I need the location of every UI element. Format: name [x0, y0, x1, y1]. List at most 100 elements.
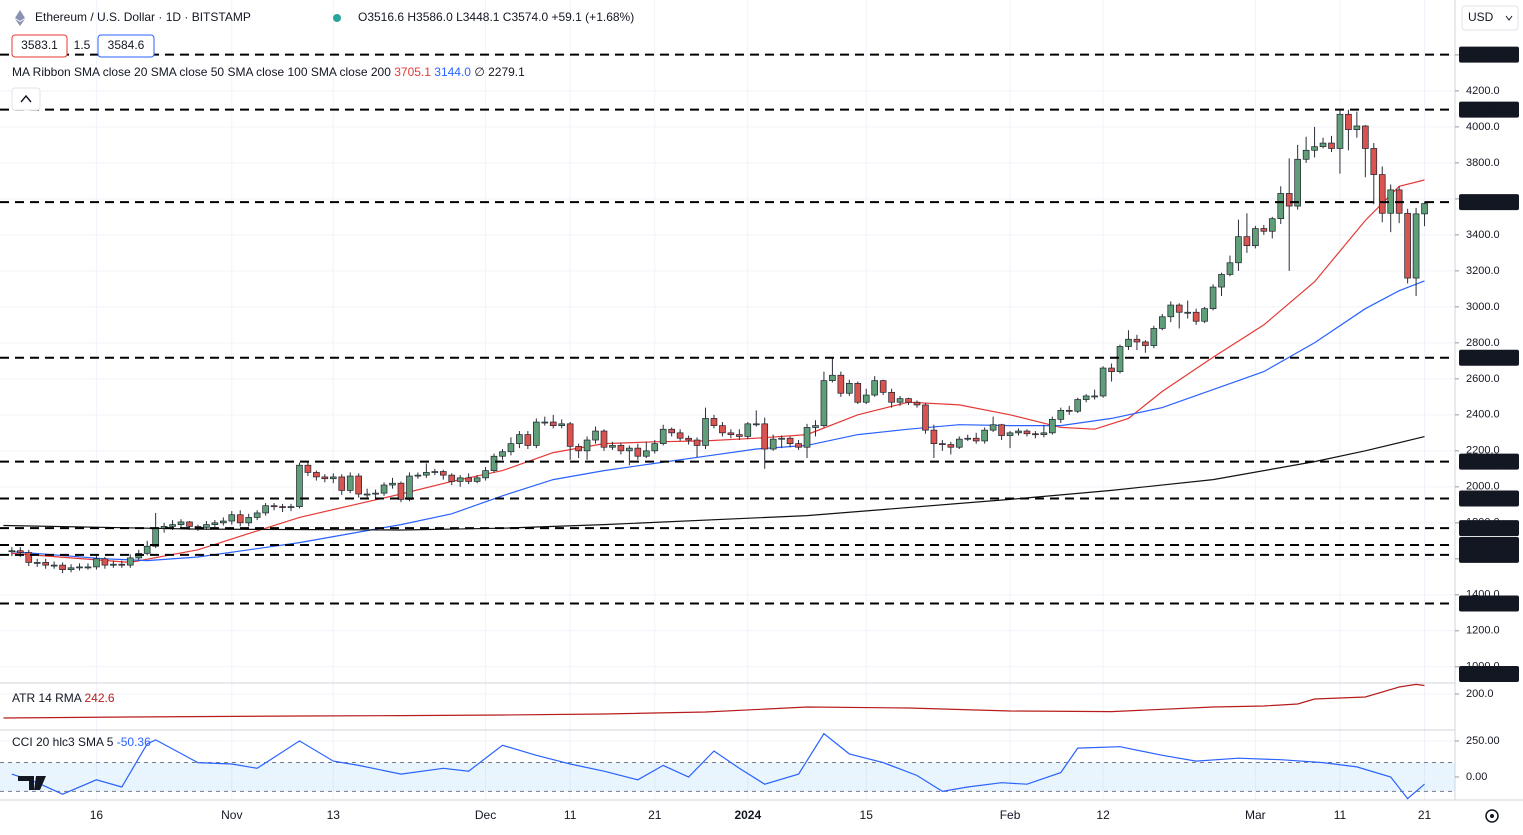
- candle-body: [575, 445, 582, 452]
- candle-body: [600, 430, 608, 448]
- candle-body: [1057, 409, 1065, 420]
- candle-body: [499, 451, 506, 457]
- candle-body: [152, 527, 159, 547]
- candle-body: [524, 434, 532, 446]
- candle-body: [617, 445, 625, 452]
- candle-body: [1023, 430, 1031, 435]
- candle-body: [1082, 395, 1090, 400]
- candle-body: [456, 477, 464, 482]
- candle-body: [1074, 399, 1082, 412]
- sma20-readout: 3705.1: [394, 65, 431, 79]
- candle-body: [1328, 142, 1335, 149]
- candle-body: [1378, 174, 1386, 214]
- candle-body: [126, 557, 134, 566]
- y-tick-label: 200.0: [1466, 688, 1494, 700]
- candle-body: [1243, 236, 1251, 247]
- y-tick-label: 2400.0: [1466, 409, 1500, 421]
- candle-body: [744, 423, 752, 437]
- candle-body: [1192, 311, 1200, 322]
- candle-body: [710, 418, 718, 426]
- level-label-box: [1459, 595, 1519, 612]
- candle-body: [1116, 346, 1124, 372]
- y-tick-label: 0.00: [1466, 771, 1487, 783]
- candle-body: [270, 505, 278, 508]
- candle-body: [1091, 395, 1098, 398]
- y-tick-label: 4200.0: [1466, 85, 1500, 97]
- candle-body: [101, 558, 109, 566]
- level-label-box: [1459, 520, 1519, 537]
- x-tick-label: 21: [1418, 808, 1432, 822]
- candle-body: [693, 439, 701, 446]
- candle-body: [778, 437, 785, 440]
- candle-body: [42, 562, 49, 566]
- candle-body: [1235, 236, 1242, 264]
- x-tick-label: Nov: [221, 808, 242, 822]
- candle-body: [972, 437, 980, 442]
- candle-body: [1226, 262, 1234, 275]
- candle-body: [16, 550, 24, 553]
- candle-body: [1319, 142, 1327, 148]
- cci-readout: -50.36: [117, 735, 151, 749]
- candle-body: [304, 464, 312, 473]
- indicator-line: [3, 683, 1425, 719]
- level-label: 4401.3: [1481, 49, 1515, 61]
- y-tick-label: 3200.0: [1466, 265, 1500, 277]
- settings-button[interactable]: [1485, 809, 1499, 823]
- candle-body: [220, 520, 227, 524]
- candle-body: [922, 404, 929, 431]
- bid-box[interactable]: [11, 34, 68, 58]
- candle-body: [888, 391, 895, 403]
- candle-body: [372, 492, 379, 495]
- candle-body: [871, 380, 879, 396]
- candle-body: [1184, 311, 1191, 314]
- candle-body: [110, 563, 117, 566]
- candle-body: [118, 563, 126, 566]
- collapse-button[interactable]: [11, 87, 41, 111]
- candle-body: [253, 512, 261, 518]
- level-label: 880.0: [1487, 668, 1515, 680]
- level-label-box: [1459, 46, 1519, 63]
- candle-body: [1218, 274, 1225, 288]
- candle-body: [1260, 228, 1268, 232]
- candle-body: [549, 421, 557, 426]
- candle-body: [955, 438, 963, 448]
- y-tick-label: 3000.0: [1466, 301, 1500, 313]
- candle-body: [913, 401, 921, 406]
- x-tick-label: Feb: [1000, 808, 1021, 822]
- candle-body: [896, 398, 904, 403]
- candle-body: [84, 566, 92, 569]
- candle-body: [1133, 338, 1141, 343]
- candle-body: [719, 425, 726, 434]
- candle-body: [363, 493, 371, 496]
- candle-body: [1209, 286, 1217, 310]
- x-tick-label: 21: [648, 808, 662, 822]
- candle-body: [769, 438, 777, 450]
- candle-body: [8, 550, 16, 553]
- x-tick-label: 11: [1334, 808, 1347, 822]
- level-label: 1770.2: [1481, 522, 1515, 534]
- candle-body: [1285, 193, 1293, 207]
- candle-body: [642, 450, 650, 457]
- candle-body: [634, 447, 642, 457]
- currency-select[interactable]: [1461, 5, 1519, 31]
- bid-price: 3583.1: [21, 38, 58, 52]
- candle-body: [930, 429, 938, 444]
- candle-body: [431, 471, 439, 473]
- x-tick-label: 15: [860, 808, 874, 822]
- candle-body: [1167, 304, 1175, 318]
- level-label-box: [1459, 453, 1519, 470]
- x-tick-label: 2024: [734, 808, 761, 822]
- candle-body: [67, 567, 75, 570]
- candle-body: [829, 374, 836, 381]
- candle-body: [406, 475, 413, 500]
- ask-price: 3584.6: [108, 38, 145, 52]
- candle-body: [490, 455, 498, 471]
- candle-body: [448, 474, 456, 482]
- ask-box[interactable]: [97, 34, 155, 58]
- candle-body: [1404, 212, 1411, 279]
- level-label: 3582.2: [1481, 196, 1515, 208]
- candle-body: [389, 482, 396, 486]
- collapse-icon: [20, 94, 32, 103]
- candle-body: [879, 380, 887, 393]
- candle-body: [1108, 367, 1115, 372]
